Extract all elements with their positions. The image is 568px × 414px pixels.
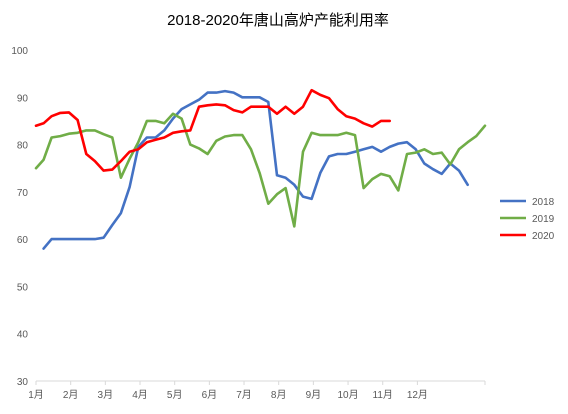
series-lines [34, 88, 487, 250]
x-tick-label: 1月 [28, 389, 44, 401]
x-tick-label: 12月 [407, 389, 428, 401]
x-tick-label: 5月 [167, 389, 183, 401]
x-tick-label: 6月 [202, 389, 218, 401]
y-tick-label: 70 [17, 188, 29, 199]
series-line-2019 [34, 112, 487, 228]
y-tick-label: 100 [11, 46, 28, 57]
series-line-2018 [42, 89, 469, 250]
x-tick-label: 7月 [236, 389, 252, 401]
y-tick-label: 80 [17, 141, 29, 152]
y-tick-labels: 30 40 50 60 70 80 90 100 [11, 46, 28, 388]
x-tick-label: 8月 [271, 389, 287, 401]
x-tick-label: 4月 [132, 389, 148, 401]
x-tick-label: 9月 [306, 389, 322, 401]
legend-label-2019: 2019 [532, 214, 555, 225]
legend: 2018 2019 2020 [500, 197, 555, 242]
y-tick-label: 30 [17, 377, 29, 388]
y-tick-label: 50 [17, 282, 29, 293]
x-tick-label: 2月 [63, 389, 79, 401]
x-tick-label: 3月 [98, 389, 114, 401]
y-tick-label: 40 [17, 330, 29, 341]
y-tick-label: 60 [17, 235, 29, 246]
x-tick-label: 10月 [337, 389, 358, 401]
y-tick-label: 90 [17, 93, 29, 104]
chart-title: 2018-2020年唐山高炉产能利用率 [167, 12, 389, 29]
legend-label-2018: 2018 [532, 197, 555, 208]
axes [35, 380, 486, 385]
legend-label-2020: 2020 [532, 231, 555, 242]
x-tick-label: 11月 [373, 389, 393, 401]
series-line-2020 [34, 88, 391, 172]
x-tick-labels: 1月 2月 3月 4月 5月 6月 7月 8月 9月 10月 11月 12月 [28, 389, 428, 401]
